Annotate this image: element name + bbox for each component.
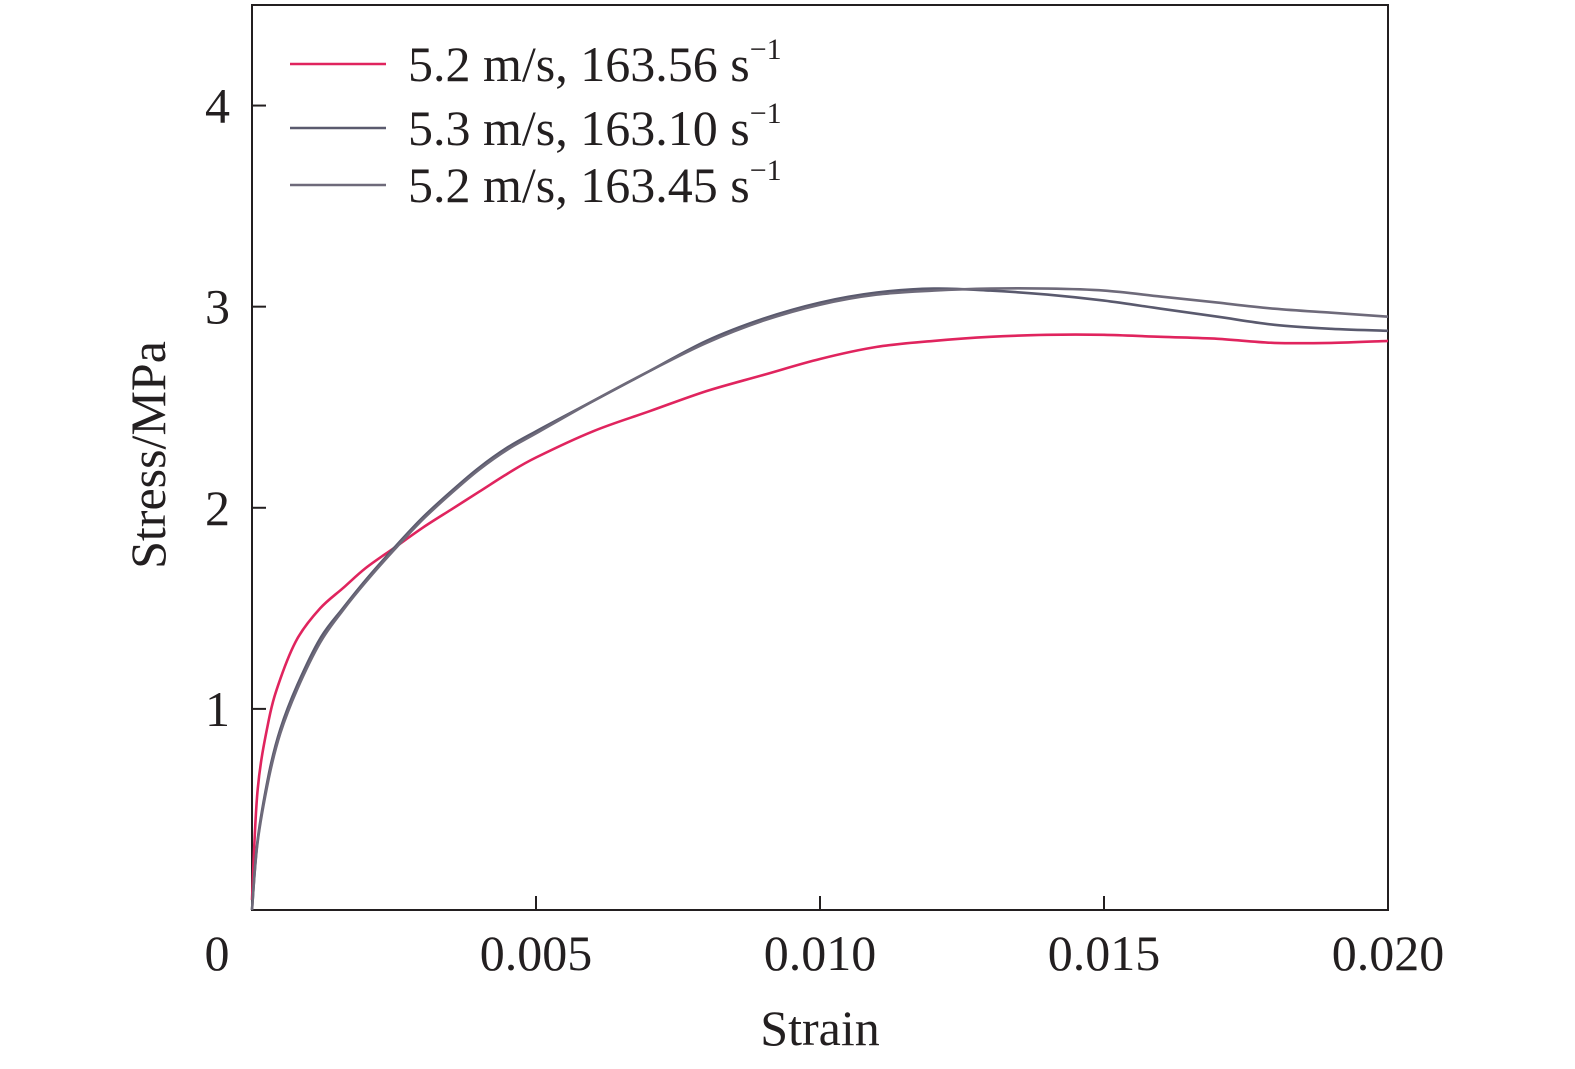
series-line-1 bbox=[250, 333, 1389, 900]
legend-exponent: −1 bbox=[750, 33, 782, 66]
x-tick-label: 0.020 bbox=[1332, 925, 1445, 981]
series-lines bbox=[250, 287, 1389, 911]
legend-exponent: −1 bbox=[750, 154, 782, 187]
y-axis-label: Stress/MPa bbox=[120, 341, 176, 569]
x-tick-label: 0.005 bbox=[480, 925, 593, 981]
x-axis-label: Strain bbox=[760, 1000, 879, 1056]
y-tick-label: 3 bbox=[205, 279, 230, 335]
y-axis: 1 2 3 4 bbox=[205, 78, 266, 737]
x-tick-label: 0 bbox=[205, 925, 230, 981]
legend-label-3: 5.2 m/s, 163.45 s−1 bbox=[408, 154, 782, 213]
y-tick-label: 4 bbox=[205, 78, 230, 134]
y-tick-label: 2 bbox=[205, 480, 230, 536]
x-axis: 0 0.005 0.010 0.015 0.020 bbox=[205, 896, 1445, 981]
y-tick-label: 1 bbox=[205, 681, 230, 737]
legend-label-2: 5.3 m/s, 163.10 s−1 bbox=[408, 97, 782, 156]
x-tick-label: 0.010 bbox=[764, 925, 877, 981]
legend-exponent: −1 bbox=[750, 97, 782, 130]
series-line-3 bbox=[250, 287, 1389, 911]
legend-label-1: 5.2 m/s, 163.56 s−1 bbox=[408, 33, 782, 92]
x-tick-label: 0.015 bbox=[1048, 925, 1161, 981]
series-line-2 bbox=[250, 287, 1389, 911]
legend: 5.2 m/s, 163.56 s−15.3 m/s, 163.10 s−15.… bbox=[290, 33, 782, 213]
